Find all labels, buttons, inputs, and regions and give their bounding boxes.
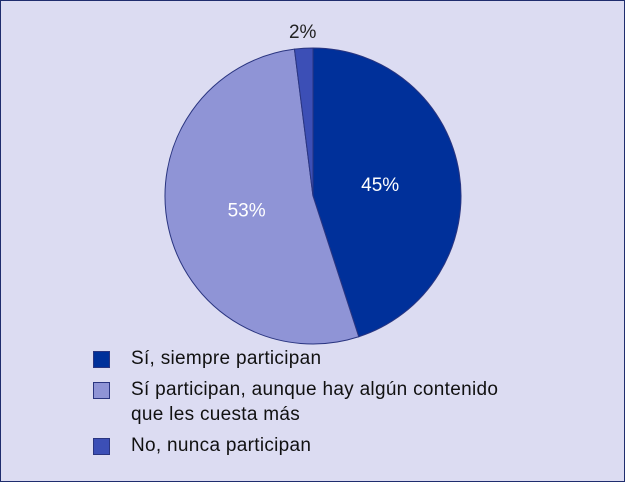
pie-label-nunca: 2% [289, 22, 317, 43]
legend-label-siempre: Sí, siempre participan [131, 348, 322, 369]
pie-slice-aunque [164, 48, 360, 345]
pie-slice-nunca [293, 47, 314, 197]
legend-label-nunca: No, nunca participan [131, 435, 312, 456]
legend-swatch-siempre [93, 351, 110, 368]
legend-item-siempre: Sí, siempre participan [93, 346, 593, 371]
legend-item-aunque: Sí participan, aunque hay algún contenid… [93, 377, 593, 427]
legend-swatch-aunque [93, 382, 110, 399]
legend-swatch-nunca [93, 438, 110, 455]
legend-label-aunque: Sí participan, aunque hay algún contenid… [131, 379, 499, 425]
pie-slice-siempre [312, 47, 462, 338]
legend-item-nunca: No, nunca participan [93, 433, 593, 458]
legend: Sí, siempre participan Sí participan, au… [93, 346, 593, 458]
pie-label-siempre: 45% [361, 175, 399, 196]
pie-label-aunque: 53% [228, 200, 266, 221]
